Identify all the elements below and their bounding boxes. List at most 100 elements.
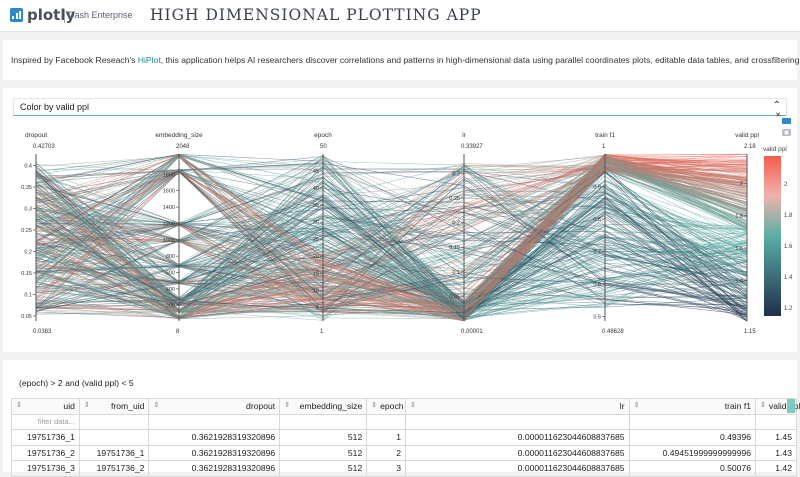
filter-cell[interactable]: [148, 413, 281, 430]
sort-icon[interactable]: ⇕: [410, 402, 416, 410]
table-row[interactable]: 19751736_2 19751736_1 0.3621928319320896 51…: [11, 444, 797, 461]
axis-tick-label: 0.25: [21, 228, 32, 234]
data-line: [35, 198, 748, 313]
clear-icon[interactable]: ✕: [775, 111, 781, 119]
axis-min-label: 1.15: [744, 329, 756, 335]
table-cell[interactable]: 0.000011623044608837685: [405, 429, 630, 446]
table-cell[interactable]: 19751736_2: [11, 444, 80, 461]
data-line: [35, 168, 748, 301]
axis-tick-label: 0.2: [452, 221, 460, 227]
logo-subtitle: Dash Enterprise: [68, 10, 133, 20]
table-cell[interactable]: 1.45: [755, 429, 797, 446]
axis-tick-label: 0.25: [449, 196, 460, 202]
data-line: [35, 180, 748, 318]
sort-icon[interactable]: ⇕: [16, 402, 22, 410]
table-cell[interactable]: 512: [279, 429, 368, 446]
colorbar-tick-label: 1.8: [784, 213, 793, 219]
data-line: [35, 171, 748, 298]
column-header[interactable]: ⇕ valid ppl: [755, 398, 800, 415]
table-cell[interactable]: 19751736_1: [78, 444, 150, 461]
column-header[interactable]: ⇕ train f1: [628, 398, 757, 415]
table-cell[interactable]: 0.3621928319320896: [148, 429, 281, 446]
data-line: [35, 157, 748, 260]
query-text: (epoch) > 2 and (valid ppl) < 5: [19, 378, 134, 388]
axis-max-label: 2048: [176, 144, 190, 150]
sort-icon[interactable]: ⇕: [371, 402, 378, 410]
sort-icon[interactable]: ⇕: [633, 402, 640, 410]
table-cell[interactable]: 1.43: [755, 444, 797, 461]
column-header[interactable]: ⇕ uid: [11, 398, 80, 415]
table-scroll-handle[interactable]: [787, 399, 795, 413]
data-line: [35, 162, 748, 282]
table-cell[interactable]: 2: [366, 444, 407, 461]
axis-tick-label: 0.2: [24, 250, 32, 256]
filter-cell[interactable]: [628, 413, 757, 430]
colorbar-tick-label: 2: [784, 182, 788, 188]
table-cell[interactable]: 0.49451999999999996: [628, 444, 757, 461]
filter-cell[interactable]: [755, 413, 797, 430]
sort-icon[interactable]: ⇕: [760, 402, 766, 410]
axis-tick-label: 0.3: [24, 207, 32, 213]
axis-min-label: 8: [176, 329, 180, 335]
color-by-dropdown[interactable]: Color by valid ppl ⌃ ✕: [13, 98, 787, 119]
table-row[interactable]: 19751736_3 19751736_2 0.3621928319320896 51…: [11, 460, 797, 477]
axis-tick-label: 1600: [163, 189, 175, 195]
filter-cell[interactable]: [405, 413, 630, 430]
table-cell[interactable]: 0.49396: [628, 429, 757, 446]
data-line: [35, 155, 748, 322]
data-line: [35, 170, 748, 314]
data-line: [35, 168, 748, 265]
table-cell[interactable]: 19751736_1: [11, 429, 80, 446]
sort-icon[interactable]: ⇕: [83, 402, 90, 410]
column-header[interactable]: ⇕ embedding_size: [279, 398, 368, 415]
data-line: [35, 183, 748, 269]
data-line: [35, 157, 748, 311]
filter-cell[interactable]: [366, 413, 407, 430]
table-cell[interactable]: 1: [366, 429, 407, 446]
data-line: [35, 246, 748, 320]
data-line: [35, 180, 748, 303]
axis-tick-label: 0.4: [24, 164, 32, 170]
table-cell[interactable]: 19751736_3: [11, 460, 80, 477]
axis-tick-label: 1000: [163, 238, 175, 244]
axis-title: valid ppl: [735, 132, 759, 139]
sort-icon[interactable]: ⇕: [284, 402, 291, 410]
table-cell[interactable]: 512: [279, 444, 368, 461]
table-cell[interactable]: 512: [279, 460, 368, 477]
column-header[interactable]: ⇕ lr: [405, 398, 630, 415]
data-line: [35, 163, 748, 277]
table-cell[interactable]: 3: [366, 460, 407, 477]
table-cell[interactable]: 0.000011623044608837685: [405, 444, 630, 461]
table-cell[interactable]: 19751736_2: [78, 460, 150, 477]
dropdown-caret-icon[interactable]: ⌃: [772, 100, 781, 111]
axis-tick-label: 0.15: [21, 271, 32, 277]
column-header-label: lr: [619, 401, 625, 412]
table-row[interactable]: 19751736_1 0.3621928319320896 512 1 0.000011…: [11, 429, 797, 446]
table-cell[interactable]: 0.50076: [628, 460, 757, 477]
table-cell[interactable]: [78, 429, 150, 446]
axis-title: dropout: [25, 132, 47, 139]
parallel-coordinates-chart[interactable]: dropout0.427030.03830.40.350.30.250.20.1…: [3, 118, 797, 350]
hiplot-link[interactable]: HiPlot: [137, 55, 161, 65]
column-header-label: epoch: [380, 401, 404, 412]
column-header-label: dropout: [246, 401, 276, 412]
plotly-modebar-icon[interactable]: [782, 118, 791, 124]
sort-icon[interactable]: ⇕: [153, 402, 160, 410]
filter-cell[interactable]: filter data...: [11, 413, 80, 430]
column-header[interactable]: ⇕ epoch: [366, 398, 407, 415]
column-header[interactable]: ⇕ dropout: [148, 398, 281, 415]
axis-tick-label: 0.05: [21, 314, 32, 320]
filter-cell[interactable]: [279, 413, 368, 430]
data-line: [35, 155, 748, 317]
table-cell[interactable]: 0.000011623044608837685: [405, 460, 630, 477]
filter-cell[interactable]: [78, 413, 150, 430]
column-header[interactable]: ⇕ from_uid: [78, 398, 150, 415]
data-line: [35, 225, 748, 315]
table-cell[interactable]: 1.42: [755, 460, 797, 477]
data-line: [35, 153, 748, 306]
colorbar-gradient: [764, 156, 781, 316]
plotly-logo-icon: [10, 8, 23, 22]
table-cell[interactable]: 0.3621928319320896: [148, 444, 281, 461]
axis-tick-label: 1800: [163, 172, 175, 178]
table-cell[interactable]: 0.3621928319320896: [148, 460, 281, 477]
